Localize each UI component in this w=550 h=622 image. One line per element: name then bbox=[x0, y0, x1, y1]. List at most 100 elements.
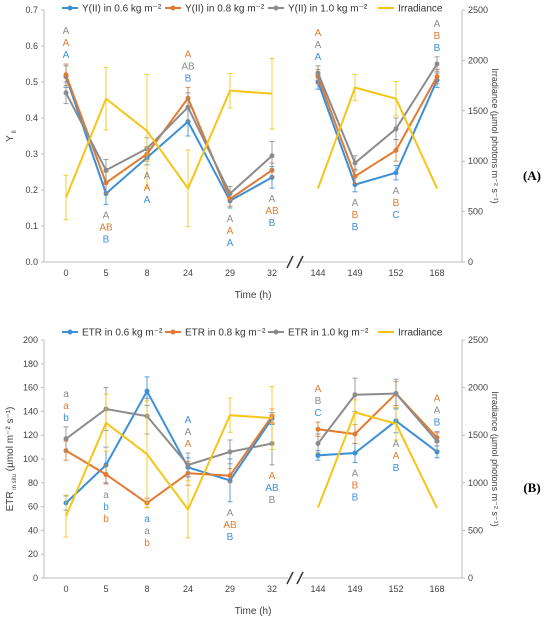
data-point bbox=[227, 473, 233, 479]
data-point bbox=[315, 441, 321, 447]
significance-letter: A bbox=[144, 171, 151, 182]
left-tick-label: 0.3 bbox=[25, 149, 38, 159]
legend-label: Y(II) in 0.8 kg m⁻² bbox=[185, 4, 265, 15]
significance-letter: AB bbox=[265, 206, 279, 217]
x-tick-label: 8 bbox=[144, 584, 149, 594]
significance-letter: AB bbox=[181, 61, 195, 72]
significance-letter: B bbox=[352, 481, 359, 492]
significance-letter: B bbox=[269, 495, 276, 506]
left-tick-label: 40 bbox=[28, 525, 38, 535]
x-tick-label: 29 bbox=[225, 584, 235, 594]
x-tick-label: 149 bbox=[347, 268, 362, 278]
panel-a: 0.0 0.1 0.2 0.3 0.4 0.5 0.6 0.7 0 500 1000 1500 2000… bbox=[5, 4, 541, 302]
legend-marker bbox=[273, 5, 279, 11]
significance-letter: a bbox=[103, 490, 109, 501]
significance-letter: AB bbox=[265, 483, 279, 494]
data-point bbox=[103, 180, 109, 186]
right-tick-label: 1500 bbox=[468, 106, 488, 116]
significance-letter: B bbox=[393, 198, 400, 209]
x-tick-label: 152 bbox=[388, 268, 403, 278]
left-tick-label: 0.1 bbox=[25, 221, 38, 231]
data-point bbox=[352, 431, 358, 437]
right-tick-label: 500 bbox=[468, 207, 483, 217]
significance-letter: A bbox=[144, 195, 151, 206]
left-tick-label: 180 bbox=[23, 359, 38, 369]
data-point bbox=[103, 167, 109, 173]
significance-letter: b bbox=[63, 413, 69, 424]
data-point bbox=[185, 462, 191, 468]
significance-letter: A bbox=[393, 451, 400, 462]
data-point bbox=[269, 153, 275, 159]
left-tick-label: 140 bbox=[23, 406, 38, 416]
data-point bbox=[144, 388, 150, 394]
significance-letter: A bbox=[63, 50, 70, 61]
series-line bbox=[65, 89, 273, 198]
significance-letter: a bbox=[144, 526, 150, 537]
right-tick-label: 0 bbox=[468, 573, 473, 583]
x-tick-label: 32 bbox=[267, 268, 277, 278]
significance-letter: A bbox=[269, 471, 276, 482]
significance-letter: B bbox=[103, 234, 110, 245]
significance-letter: A bbox=[315, 40, 322, 51]
significance-letter: B bbox=[434, 31, 441, 42]
left-tick-label: 0.7 bbox=[25, 5, 38, 15]
significance-letter: A bbox=[227, 226, 234, 237]
significance-letter: A bbox=[227, 214, 234, 225]
right-tick-label: 500 bbox=[468, 525, 483, 535]
legend-label: ETR in 0.6 kg m⁻² bbox=[82, 328, 163, 339]
left-tick-label: 100 bbox=[23, 454, 38, 464]
significance-letter: b bbox=[103, 502, 109, 513]
significance-letter: A bbox=[393, 439, 400, 450]
y-axis-title: Y II bbox=[5, 130, 18, 142]
x-tick-label: 149 bbox=[347, 584, 362, 594]
significance-letter: C bbox=[392, 210, 399, 221]
right-tick-label: 2000 bbox=[468, 383, 488, 393]
significance-letter: a bbox=[63, 401, 69, 412]
right-tick-label: 2500 bbox=[468, 335, 488, 345]
significance-letter: A bbox=[434, 406, 441, 417]
significance-letter: B bbox=[269, 218, 276, 229]
left-tick-label: 20 bbox=[28, 549, 38, 559]
significance-letter: A bbox=[144, 183, 151, 194]
significance-letter: A bbox=[393, 186, 400, 197]
legend-marker bbox=[67, 329, 73, 335]
data-point bbox=[352, 173, 358, 179]
data-point bbox=[315, 426, 321, 432]
significance-letter: A bbox=[103, 210, 110, 221]
series-line bbox=[65, 76, 273, 203]
series-irr bbox=[63, 57, 438, 228]
series-line bbox=[317, 76, 438, 178]
x-tick-label: 8 bbox=[144, 268, 149, 278]
significance-letter: A bbox=[434, 394, 441, 405]
data-point bbox=[352, 392, 358, 398]
data-point bbox=[315, 70, 321, 76]
left-tick-label: 200 bbox=[23, 335, 38, 345]
significance-letter: B bbox=[352, 210, 359, 221]
data-point bbox=[434, 74, 440, 80]
series-c10 bbox=[63, 56, 440, 202]
series-c10 bbox=[63, 377, 440, 478]
x-tick-label: 24 bbox=[183, 268, 193, 278]
right-tick-label: 1000 bbox=[468, 478, 488, 488]
significance-letter: B bbox=[434, 418, 441, 429]
significance-letter: B bbox=[352, 222, 359, 233]
significance-letter: a bbox=[144, 514, 150, 525]
legend-label: Y(II) in 0.6 kg m⁻² bbox=[82, 4, 162, 15]
series-c06 bbox=[63, 65, 440, 209]
panel-b: 0204060801001201401601802000500100015002… bbox=[5, 328, 541, 618]
significance-letter: B bbox=[434, 43, 441, 54]
significance-letter: AB bbox=[99, 222, 113, 233]
data-point bbox=[103, 471, 109, 477]
data-point bbox=[227, 191, 233, 197]
series-line bbox=[65, 415, 273, 505]
legend-label: Irradiance bbox=[398, 328, 443, 339]
data-point bbox=[63, 90, 69, 96]
series-irr bbox=[63, 386, 438, 539]
legend: Y(II) in 0.6 kg m⁻² Y(II) in 0.8 kg m⁻² Y(… bbox=[62, 4, 443, 15]
series-line bbox=[317, 419, 438, 457]
left-tick-label: 0.4 bbox=[25, 113, 38, 123]
left-tick-label: 0 bbox=[33, 573, 38, 583]
left-tick-label: 0.0 bbox=[25, 257, 38, 267]
significance-letter: A bbox=[434, 19, 441, 30]
y2-axis-title: Irradiance (µmol photons m⁻² s⁻¹) bbox=[490, 391, 500, 526]
